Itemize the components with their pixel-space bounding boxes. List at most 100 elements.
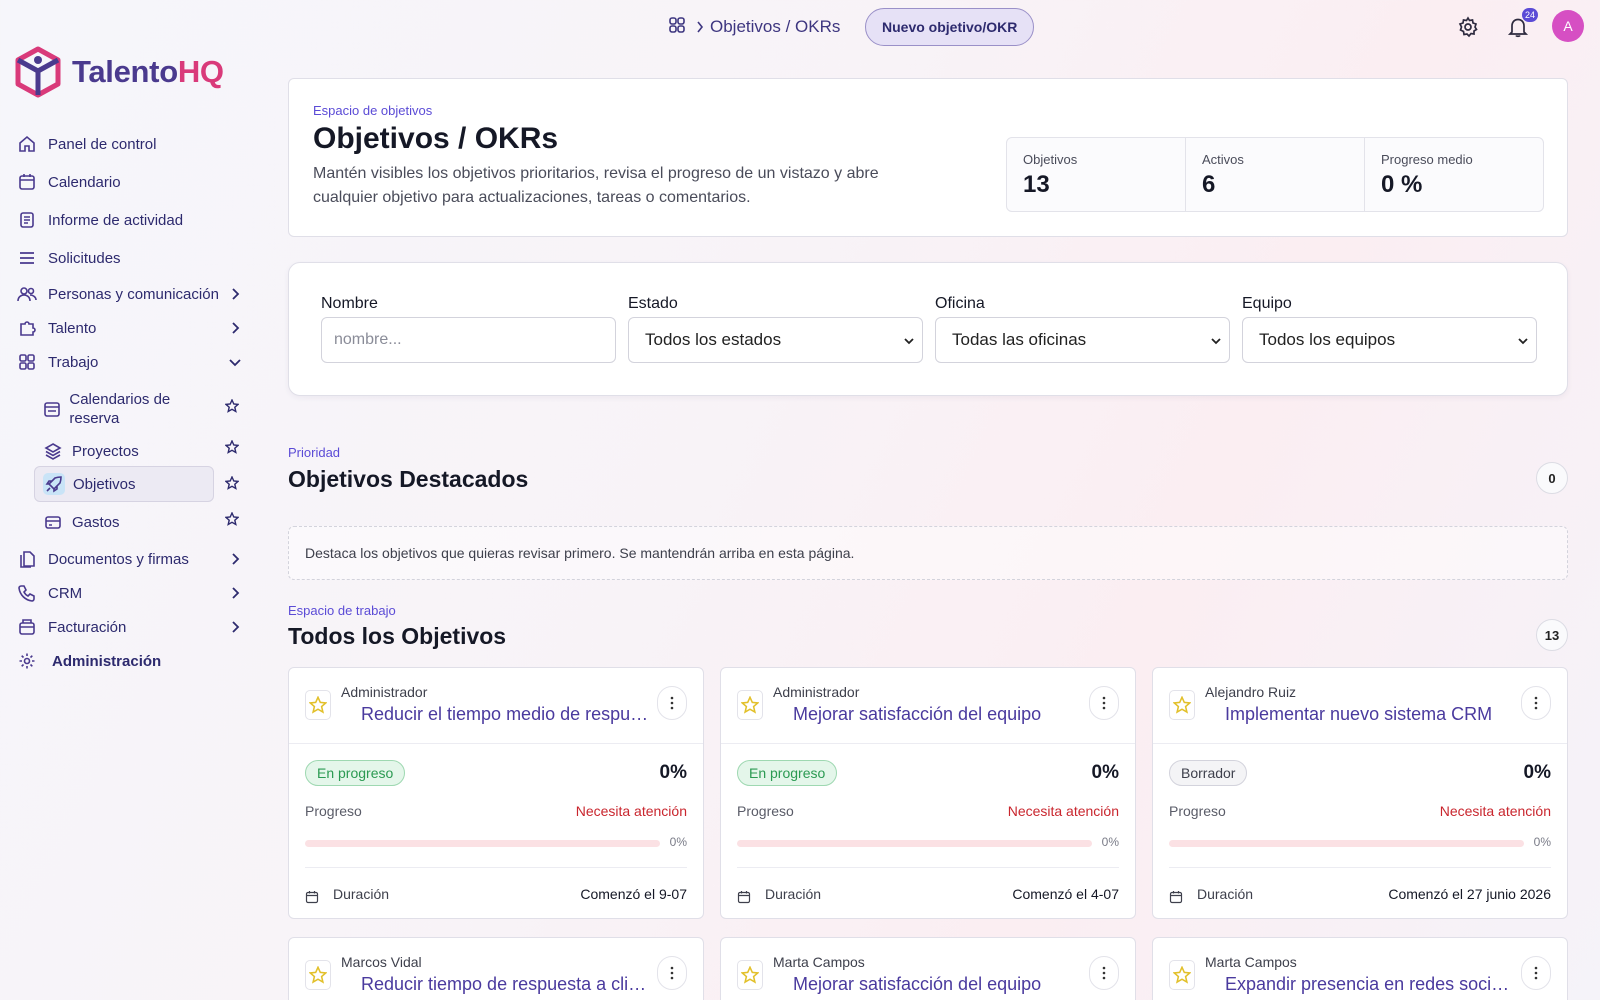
divider bbox=[1169, 867, 1551, 868]
objective-title[interactable]: Reducir el tiempo medio de respuesta bbox=[361, 704, 651, 724]
stat-progreso: Progreso medio 0 % bbox=[1365, 138, 1543, 211]
objective-owner: Marcos Vidal bbox=[341, 954, 422, 970]
chevron-right-icon bbox=[224, 582, 246, 604]
nav-trabajo[interactable]: Trabajo bbox=[16, 347, 241, 377]
notification-badge: 24 bbox=[1522, 8, 1538, 22]
sidebar-item-calendarios[interactable]: Calendarios de reserva bbox=[34, 384, 214, 434]
oficina-select[interactable]: Todas las oficinas bbox=[935, 317, 1230, 363]
settings-gear-icon[interactable] bbox=[1455, 14, 1481, 40]
objective-card-header: Alejandro Ruiz Implementar nuevo sistema … bbox=[1153, 668, 1567, 744]
filters-card: Nombre nombre... Estado Todos los estado… bbox=[288, 262, 1568, 396]
objective-card[interactable]: Marta Campos Expandir presencia en redes … bbox=[1152, 937, 1568, 1000]
favorite-star-icon[interactable] bbox=[737, 960, 763, 990]
star-icon[interactable] bbox=[222, 396, 242, 416]
nav-personas[interactable]: Personas y comunicación bbox=[16, 279, 240, 309]
objective-card-header: Administrador Mejorar satisfacción del eq… bbox=[721, 668, 1135, 744]
objective-card-header: Marta Campos Mejorar satisfacción del equ… bbox=[721, 938, 1135, 1000]
nav-documentos-label: Documentos y firmas bbox=[48, 550, 189, 568]
nav-crm[interactable]: CRM bbox=[16, 578, 240, 608]
nav-trabajo-label: Trabajo bbox=[48, 353, 99, 371]
estado-select[interactable]: Todos los estados bbox=[628, 317, 923, 363]
filter-estado: Estado Todos los estados bbox=[628, 295, 923, 363]
sidebar-item-gastos-label: Gastos bbox=[72, 513, 120, 531]
chevron-down-icon bbox=[224, 351, 246, 373]
objective-card-header: Marta Campos Expandir presencia en redes … bbox=[1153, 938, 1567, 1000]
objective-title[interactable]: Mejorar satisfacción del equipo bbox=[793, 704, 1042, 724]
nav-calendario-label: Calendario bbox=[48, 173, 121, 191]
objective-card[interactable]: Administrador Reducir el tiempo medio de … bbox=[288, 667, 704, 919]
favorite-star-icon[interactable] bbox=[305, 960, 331, 990]
name-search-input[interactable]: nombre... bbox=[321, 317, 616, 363]
nav-informe[interactable]: Informe de actividad bbox=[16, 205, 183, 235]
objective-title[interactable]: Implementar nuevo sistema CRM bbox=[1225, 704, 1493, 724]
booking-calendar-icon bbox=[42, 398, 61, 420]
duration-label: Duración bbox=[1197, 886, 1254, 902]
objective-title[interactable]: Reducir tiempo de respuesta a clientes bbox=[361, 974, 651, 994]
page-description: Mantén visibles los objetivos prioritari… bbox=[313, 165, 879, 206]
objective-title[interactable]: Expandir presencia en redes sociales bbox=[1225, 974, 1515, 994]
nav-administracion[interactable]: Administración bbox=[16, 646, 161, 676]
more-options-icon[interactable] bbox=[657, 686, 687, 720]
more-options-icon[interactable] bbox=[1521, 686, 1551, 720]
status-badge: En progreso bbox=[737, 760, 838, 786]
progress-bar bbox=[305, 840, 660, 847]
new-objective-button[interactable]: Nuevo objetivo/OKR bbox=[865, 8, 1035, 46]
sidebar-item-objetivos[interactable]: Objetivos bbox=[34, 466, 214, 502]
duration-value: Comenzó el 27 junio 2026 bbox=[1388, 886, 1551, 902]
nav-talento[interactable]: Talento bbox=[16, 313, 240, 343]
chevron-down-icon bbox=[902, 333, 916, 347]
nav-informe-label: Informe de actividad bbox=[48, 211, 184, 229]
status-badge: Borrador bbox=[1169, 760, 1248, 786]
more-options-icon[interactable] bbox=[657, 956, 687, 990]
filter-label: Estado bbox=[628, 295, 678, 312]
favorite-star-icon[interactable] bbox=[1169, 690, 1195, 720]
favorite-star-icon[interactable] bbox=[305, 690, 331, 720]
favorite-star-icon[interactable] bbox=[1169, 960, 1195, 990]
filter-oficina: Oficina Todas las oficinas bbox=[935, 295, 1230, 363]
objective-card[interactable]: Marta Campos Mejorar satisfacción del equ… bbox=[720, 937, 1136, 1000]
nav-panel[interactable]: Panel de control bbox=[16, 129, 156, 159]
brand-logo[interactable]: TalentoHQ bbox=[14, 46, 224, 98]
objective-card-header: Marcos Vidal Reducir tiempo de respuesta … bbox=[289, 938, 703, 1000]
sidebar-item-proyectos[interactable]: Proyectos bbox=[34, 434, 214, 468]
avatar[interactable]: A bbox=[1552, 10, 1584, 42]
sidebar-item-gastos[interactable]: Gastos bbox=[34, 505, 214, 539]
more-options-icon[interactable] bbox=[1089, 956, 1119, 990]
objective-title[interactable]: Mejorar satisfacción del equipo bbox=[793, 974, 1042, 994]
calendar-icon bbox=[737, 890, 753, 906]
progress-label: Progreso bbox=[1169, 803, 1226, 819]
objective-card[interactable]: Administrador Mejorar satisfacción del eq… bbox=[720, 667, 1136, 919]
progress-label: Progreso bbox=[305, 803, 362, 819]
breadcrumb-current[interactable]: Objetivos / OKRs bbox=[710, 17, 841, 36]
nav-documentos[interactable]: Documentos y firmas bbox=[16, 544, 240, 574]
nav-solicitudes[interactable]: Solicitudes bbox=[16, 243, 121, 273]
objective-card[interactable]: Alejandro Ruiz Implementar nuevo sistema … bbox=[1152, 667, 1568, 919]
page-title: Objetivos / OKRs bbox=[313, 122, 559, 155]
objective-owner: Alejandro Ruiz bbox=[1205, 684, 1297, 700]
gear-icon bbox=[16, 650, 38, 672]
stat-label: Progreso medio bbox=[1381, 152, 1473, 167]
nav-facturacion[interactable]: Facturación bbox=[16, 612, 240, 642]
filter-label: Nombre bbox=[321, 295, 378, 312]
favorite-star-icon[interactable] bbox=[737, 690, 763, 720]
sidebar-item-proyectos-label: Proyectos bbox=[72, 442, 139, 460]
star-icon[interactable] bbox=[222, 509, 242, 529]
nav-calendario[interactable]: Calendario bbox=[16, 167, 121, 197]
bell-icon[interactable] bbox=[1505, 14, 1531, 40]
home-icon bbox=[16, 133, 38, 155]
more-options-icon[interactable] bbox=[1521, 956, 1551, 990]
apps-grid-icon[interactable] bbox=[668, 16, 686, 39]
documents-icon bbox=[16, 548, 38, 570]
equipo-select-value: Todos los equipos bbox=[1259, 330, 1396, 349]
more-options-icon[interactable] bbox=[1089, 686, 1119, 720]
objective-card[interactable]: Marcos Vidal Reducir tiempo de respuesta … bbox=[288, 937, 704, 1000]
sidebar-item-objetivos-label: Objetivos bbox=[73, 475, 136, 493]
nav-solicitudes-label: Solicitudes bbox=[48, 249, 121, 267]
objective-card-header: Administrador Reducir el tiempo medio de … bbox=[289, 668, 703, 744]
star-icon[interactable] bbox=[222, 437, 242, 457]
star-icon[interactable] bbox=[222, 473, 242, 493]
billing-icon bbox=[16, 616, 38, 638]
equipo-select[interactable]: Todos los equipos bbox=[1242, 317, 1537, 363]
divider bbox=[305, 867, 687, 868]
featured-title: Objetivos Destacados bbox=[288, 466, 529, 492]
